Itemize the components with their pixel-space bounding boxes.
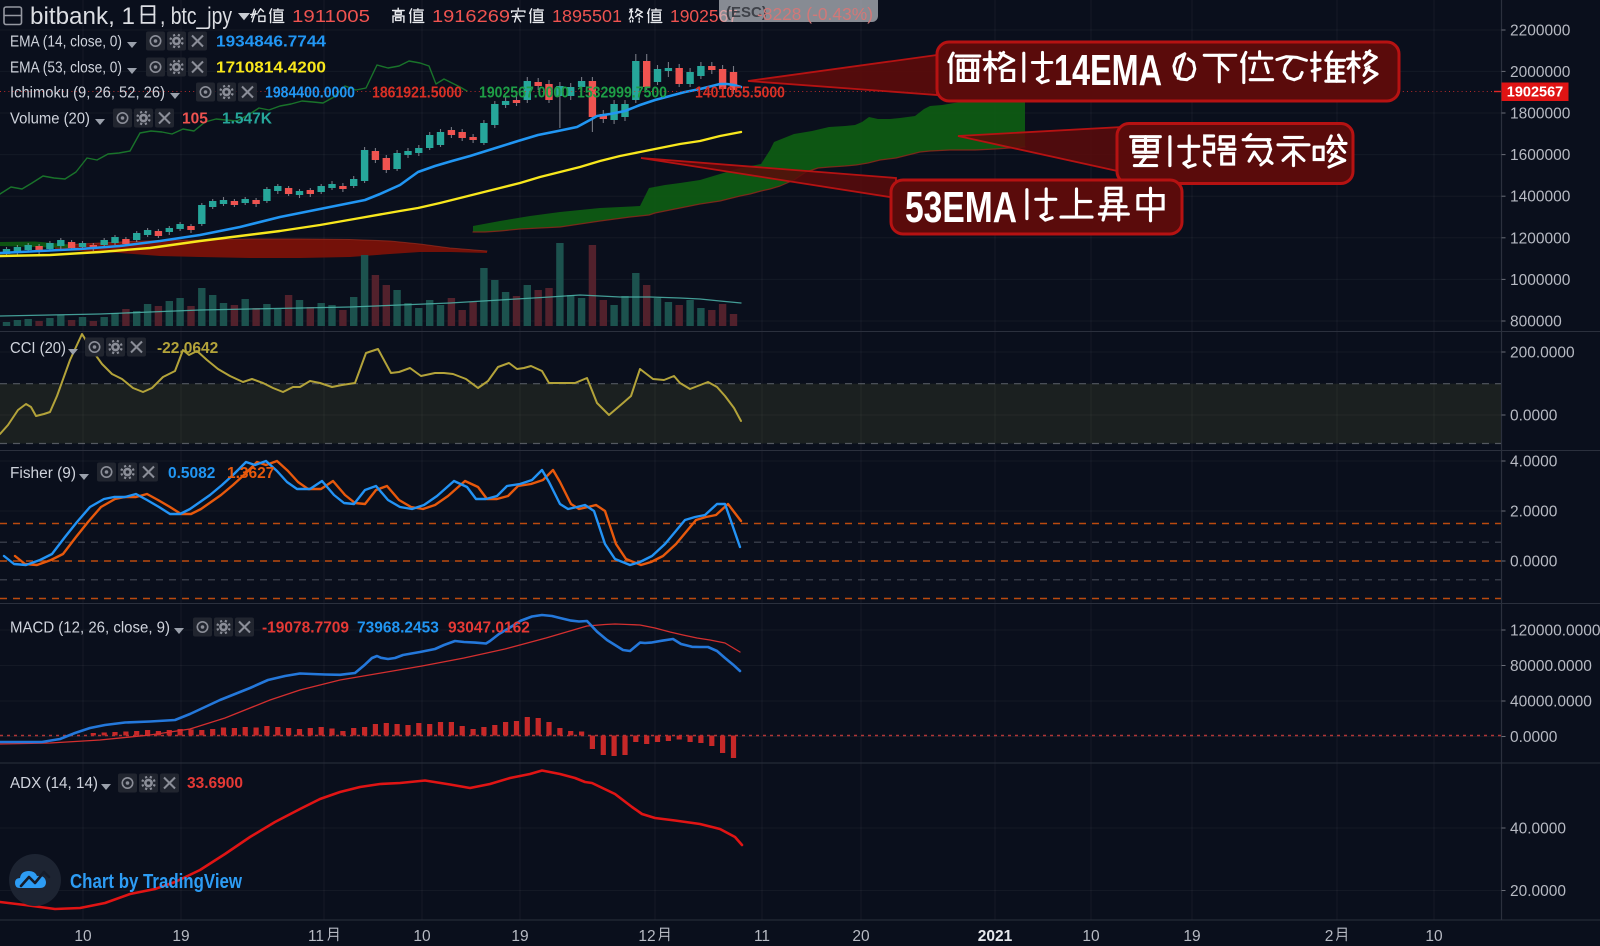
svg-text:1902567: 1902567: [1507, 85, 1563, 101]
svg-text:1895501: 1895501: [552, 6, 622, 26]
svg-text:Chart by TradingView: Chart by TradingView: [70, 871, 242, 893]
svg-text:800000: 800000: [1510, 314, 1562, 331]
svg-text:0.0000: 0.0000: [1510, 729, 1558, 746]
svg-text:19: 19: [1183, 928, 1200, 945]
svg-text:EMA (14, close, 0): EMA (14, close, 0): [10, 34, 122, 51]
svg-text:Ichimoku (9, 26, 52, 26): Ichimoku (9, 26, 52, 26): [10, 85, 165, 102]
svg-text:0.0000: 0.0000: [1510, 408, 1558, 425]
svg-text:2200000: 2200000: [1510, 23, 1571, 40]
svg-text:1911005: 1911005: [292, 6, 370, 26]
svg-text:20.0000: 20.0000: [1510, 883, 1566, 900]
svg-text:1400000: 1400000: [1510, 189, 1571, 206]
svg-text:19: 19: [511, 928, 528, 945]
svg-text:1200000: 1200000: [1510, 230, 1571, 247]
svg-text:1600000: 1600000: [1510, 147, 1571, 164]
svg-text:0.0000: 0.0000: [1510, 554, 1558, 571]
svg-text:Volume (20): Volume (20): [10, 111, 90, 128]
svg-text:1984400.0000: 1984400.0000: [265, 85, 355, 102]
svg-text:-8228 (-0.43%): -8228 (-0.43%): [757, 4, 873, 24]
svg-text:19: 19: [172, 928, 189, 945]
svg-text:11: 11: [308, 928, 324, 945]
svg-text:1532999.7500: 1532999.7500: [577, 85, 667, 102]
svg-text:10: 10: [1082, 928, 1100, 945]
svg-text:1934846.7744: 1934846.7744: [216, 34, 326, 51]
svg-text:1.547K: 1.547K: [222, 111, 273, 128]
svg-text:1000000: 1000000: [1510, 272, 1571, 289]
svg-text:bitbank, 1: bitbank, 1: [30, 3, 135, 30]
svg-text:ADX (14, 14): ADX (14, 14): [10, 775, 98, 792]
svg-text:0.5082: 0.5082: [168, 465, 215, 482]
svg-text:1902567.0000: 1902567.0000: [479, 85, 569, 102]
svg-text:53EMA: 53EMA: [905, 183, 1017, 232]
svg-text:2021: 2021: [978, 928, 1013, 945]
svg-text:2000000: 2000000: [1510, 64, 1571, 81]
svg-text:2: 2: [1325, 928, 1334, 945]
svg-text:4.0000: 4.0000: [1510, 454, 1558, 471]
svg-text:40.0000: 40.0000: [1510, 821, 1566, 838]
svg-text:-19078.7709: -19078.7709: [262, 620, 349, 637]
svg-text:MACD (12, 26, close, 9): MACD (12, 26, close, 9): [10, 620, 170, 637]
svg-text:(ESC): (ESC): [726, 4, 767, 21]
svg-text:12: 12: [638, 928, 655, 945]
svg-text:120000.0000: 120000.0000: [1510, 623, 1600, 640]
svg-text:Fisher (9): Fisher (9): [10, 465, 76, 482]
svg-text:1710814.4200: 1710814.4200: [216, 60, 326, 77]
svg-text:33.6900: 33.6900: [187, 775, 243, 792]
svg-text:1916269: 1916269: [432, 6, 510, 26]
svg-text:1800000: 1800000: [1510, 106, 1571, 123]
svg-text:CCI (20): CCI (20): [10, 340, 66, 357]
svg-text:1861921.5000: 1861921.5000: [372, 85, 462, 102]
svg-text:14EMA: 14EMA: [1054, 46, 1162, 95]
svg-text:20: 20: [852, 928, 870, 945]
svg-text:, btc_jpy: , btc_jpy: [160, 3, 232, 30]
svg-text:-22.0642: -22.0642: [157, 340, 218, 357]
svg-text:10: 10: [413, 928, 431, 945]
svg-text:200.0000: 200.0000: [1510, 345, 1575, 362]
svg-text:73968.2453: 73968.2453: [357, 620, 439, 637]
svg-text:93047.0162: 93047.0162: [448, 620, 530, 637]
svg-text:80000.0000: 80000.0000: [1510, 658, 1592, 675]
svg-text:10: 10: [1425, 928, 1443, 945]
svg-text:1.3627: 1.3627: [227, 465, 274, 482]
svg-text:11: 11: [754, 928, 770, 945]
svg-text:EMA (53, close, 0): EMA (53, close, 0): [10, 60, 122, 77]
svg-text:40000.0000: 40000.0000: [1510, 694, 1592, 711]
svg-text:2.0000: 2.0000: [1510, 504, 1558, 521]
svg-text:1401055.5000: 1401055.5000: [695, 85, 785, 102]
svg-text:105: 105: [182, 111, 208, 128]
svg-text:10: 10: [74, 928, 92, 945]
